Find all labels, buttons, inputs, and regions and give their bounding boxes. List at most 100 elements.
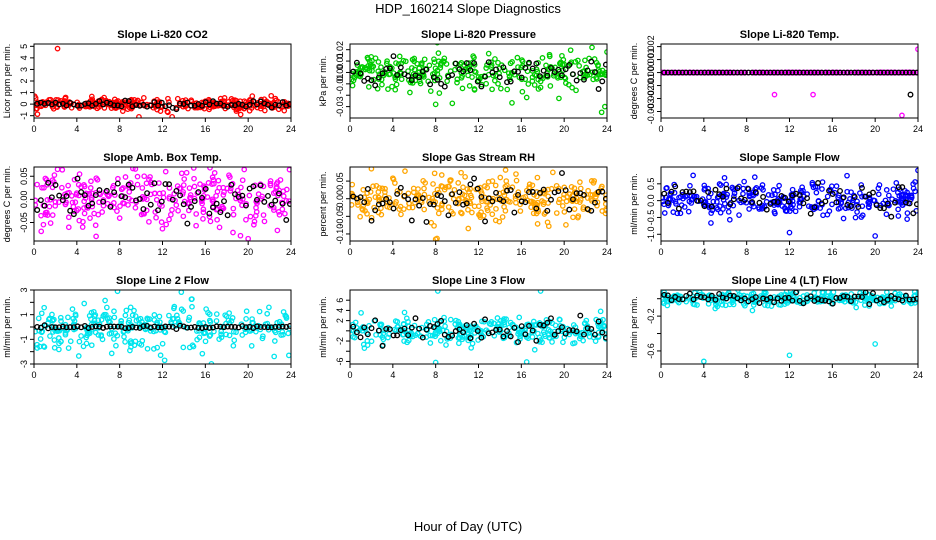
series-point	[424, 327, 431, 334]
x-tick-label: 16	[200, 370, 210, 380]
series-point	[377, 322, 384, 329]
reference-point	[372, 207, 379, 214]
series-point	[439, 183, 446, 190]
reference-point	[257, 323, 264, 330]
series-point	[469, 74, 475, 80]
series-point	[531, 346, 538, 353]
series-point	[837, 205, 844, 211]
series-point	[209, 174, 216, 181]
series-point	[226, 332, 233, 339]
series-point	[437, 337, 444, 344]
series-point	[484, 184, 491, 191]
series-point	[501, 321, 508, 328]
data-points	[661, 290, 918, 364]
reference-point	[522, 64, 529, 71]
reference-point	[92, 192, 99, 199]
reference-point	[873, 69, 880, 76]
reference-point	[364, 185, 371, 192]
series-point	[394, 324, 401, 330]
reference-point	[719, 69, 726, 76]
series-point	[530, 199, 537, 205]
panel-3: Slope Li-820 Temp. 0 4 8 12 16 20 24 -0.003-0.00…	[629, 29, 923, 134]
series-point	[488, 64, 495, 70]
reference-point	[818, 297, 825, 304]
series-point	[710, 198, 717, 205]
series-point	[692, 290, 694, 291]
series-point	[514, 54, 521, 61]
series-point	[187, 194, 193, 201]
series-point	[685, 208, 692, 215]
reference-point	[570, 327, 576, 334]
reference-point	[504, 187, 510, 194]
x-tick-label: 8	[117, 247, 122, 257]
reference-point	[595, 188, 602, 195]
reference-point	[668, 297, 675, 304]
series-point	[193, 211, 200, 217]
reference-point	[372, 317, 379, 324]
reference-point	[661, 291, 668, 298]
reference-point	[591, 199, 598, 206]
reference-point	[818, 69, 825, 76]
series-point	[570, 340, 576, 347]
reference-point	[96, 98, 103, 105]
reference-point	[675, 205, 682, 212]
series-point	[375, 68, 382, 75]
reference-point	[870, 290, 876, 297]
series-point	[213, 318, 220, 324]
reference-point	[147, 324, 154, 331]
reference-point	[716, 291, 723, 297]
series-point	[350, 202, 355, 208]
reference-point	[111, 323, 118, 330]
reference-point	[741, 295, 748, 302]
series-point	[42, 175, 49, 182]
series-point	[531, 82, 538, 88]
reference-point	[727, 292, 734, 299]
x-tick-label: 24	[602, 124, 612, 134]
series-point	[246, 192, 253, 199]
reference-point	[221, 198, 227, 205]
reference-point	[778, 297, 785, 304]
reference-point	[591, 69, 598, 75]
x-tick-label: 12	[473, 124, 483, 134]
reference-point	[888, 213, 895, 220]
reference-point	[232, 191, 238, 198]
outlier-point	[169, 113, 175, 118]
series-point	[57, 314, 64, 321]
series-point	[106, 331, 113, 337]
x-tick-label: 20	[243, 370, 253, 380]
series-point	[175, 207, 181, 214]
y-tick-label: -6	[335, 357, 345, 365]
series-point	[501, 334, 508, 341]
series-point	[507, 60, 514, 67]
series-point	[379, 185, 386, 192]
y-tick-label: -0.03	[335, 96, 345, 117]
reference-point	[815, 180, 821, 186]
reference-point	[202, 185, 209, 192]
reference-point	[158, 324, 165, 331]
series-point	[200, 216, 206, 222]
reference-point	[478, 83, 485, 90]
series-point	[75, 206, 82, 212]
reference-point	[188, 203, 194, 210]
reference-point	[515, 68, 521, 75]
y-tick-label: -0.05	[19, 212, 29, 233]
series-point	[456, 340, 462, 347]
outlier-point	[161, 357, 168, 364]
series-point	[475, 77, 482, 84]
reference-point	[730, 69, 737, 76]
series-point	[528, 204, 534, 211]
reference-point	[107, 323, 114, 330]
reference-point	[570, 71, 576, 78]
y-tick-label: -2	[335, 337, 345, 345]
series-point	[147, 328, 154, 334]
series-point	[466, 198, 473, 205]
reference-point	[602, 334, 607, 341]
series-point	[183, 169, 190, 176]
reference-point	[855, 69, 862, 76]
series-point	[539, 339, 545, 346]
reference-point	[92, 323, 99, 330]
reference-point	[100, 198, 107, 205]
series-point	[379, 81, 385, 88]
reference-point	[279, 323, 286, 330]
series-point	[81, 210, 88, 217]
